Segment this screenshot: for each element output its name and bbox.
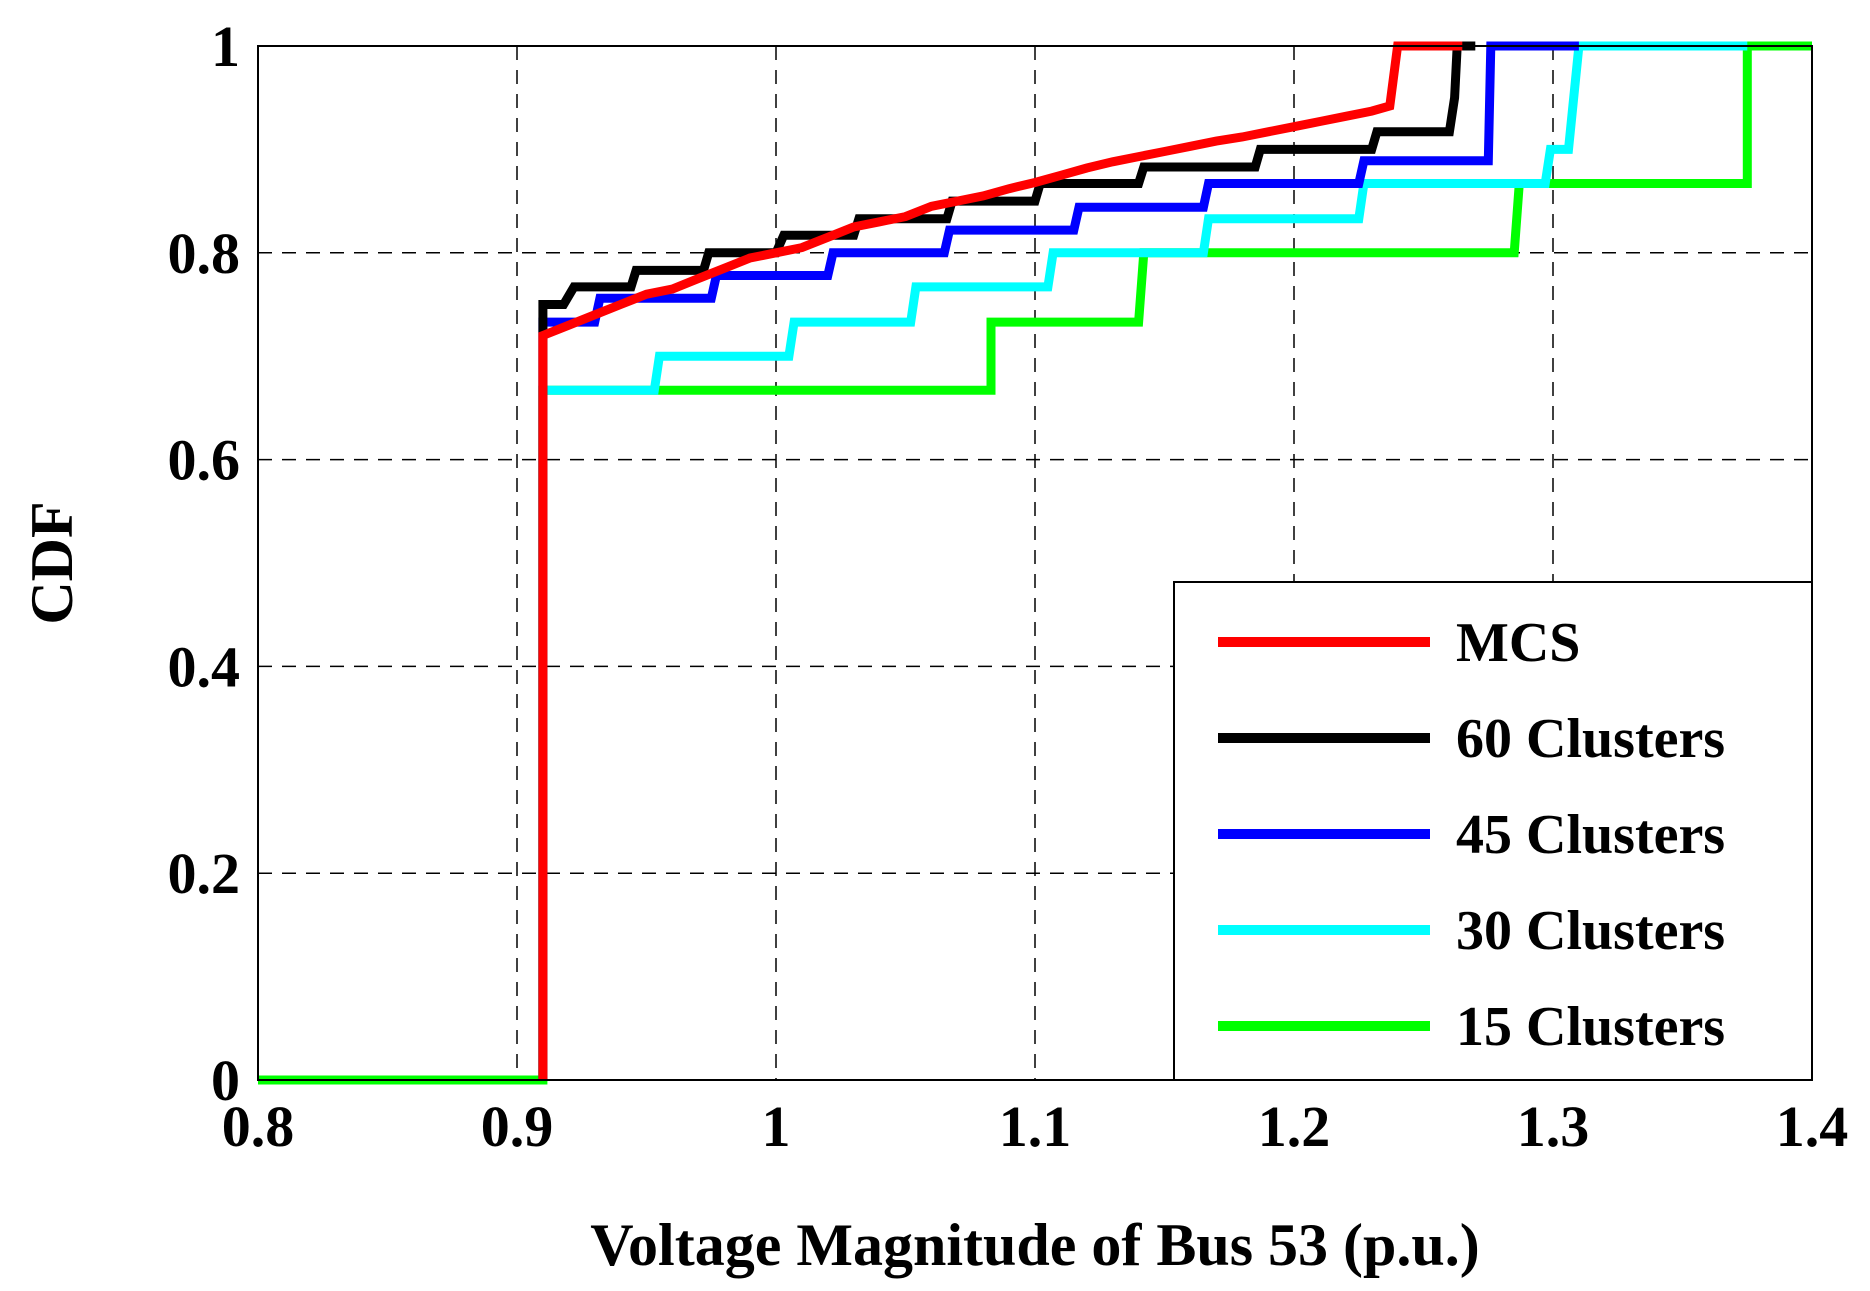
x-tick-label: 1.3	[1517, 1094, 1590, 1159]
legend-label: 60 Clusters	[1456, 708, 1725, 770]
x-tick-label: 0.9	[481, 1094, 554, 1159]
y-axis-label: CDF	[19, 501, 85, 624]
x-axis-label: Voltage Magnitude of Bus 53 (p.u.)	[590, 1212, 1480, 1278]
series-lines	[258, 41, 1812, 1085]
x-tick-label: 1.2	[1258, 1094, 1331, 1159]
axes-frame	[257, 45, 1813, 1081]
legend-label: 15 Clusters	[1456, 996, 1725, 1058]
x-tick-labels: 0.8 0.9 1 1.1 1.2 1.3 1.4	[222, 1094, 1849, 1159]
x-tick-label: 1	[762, 1094, 791, 1159]
legend-label: 45 Clusters	[1456, 804, 1725, 866]
x-tick-label: 0.8	[222, 1094, 295, 1159]
x-tick-label: 1.1	[999, 1094, 1072, 1159]
x-tick-label: 1.4	[1776, 1094, 1849, 1159]
series-line-0	[538, 41, 1463, 1080]
y-tick-label: 0.6	[168, 428, 241, 493]
series-line-3	[538, 41, 1748, 1080]
y-tick-label: 0	[211, 1048, 240, 1113]
y-tick-label: 1	[211, 14, 240, 79]
legend-label: MCS	[1456, 612, 1580, 674]
y-tick-label: 0.4	[168, 634, 241, 699]
series-line-1	[538, 41, 1476, 1080]
y-tick-labels: 0 0.2 0.4 0.6 0.8 1	[168, 14, 241, 1113]
y-tick-label: 0.8	[168, 221, 241, 286]
y-tick-label: 0.2	[168, 841, 241, 906]
legend-label: 30 Clusters	[1456, 900, 1725, 962]
legend: MCS 60 Clusters 45 Clusters 30 Clusters 15 C…	[1173, 581, 1813, 1081]
